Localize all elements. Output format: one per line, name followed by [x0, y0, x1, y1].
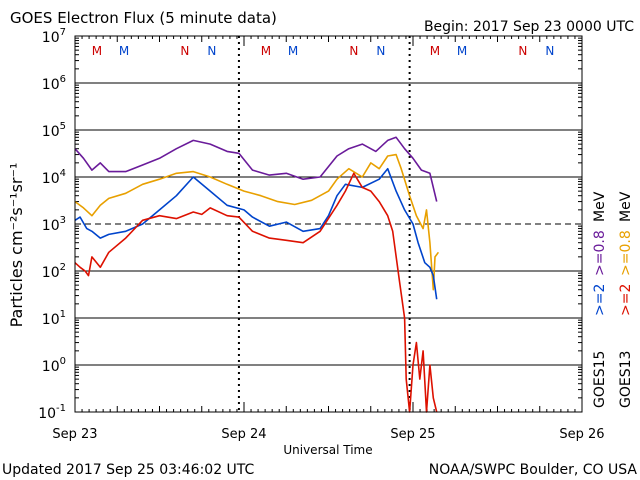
legend-goes15: GOES15 >=2 >=0.8 MeV [592, 191, 608, 408]
plot-frame [74, 35, 583, 413]
y-tick-base: 10 [38, 406, 56, 422]
y-tick-label: 101 [42, 309, 66, 328]
y-tick-label: 100 [42, 356, 66, 375]
begin-time-label: Begin: 2017 Sep 23 0000 UTC [424, 19, 634, 35]
y-tick-label: 106 [42, 74, 66, 93]
y-tick-exponent: -1 [56, 403, 66, 414]
orbit-marker: N [545, 44, 554, 58]
x-tick-labels: Sep 23 Sep 24 Sep 25 Sep 26 [52, 427, 604, 442]
y-tick-label: 10-1 [38, 403, 66, 422]
y-tick-base: 10 [42, 77, 60, 93]
x-tick-label: Sep 25 [390, 427, 435, 442]
series-layer [74, 136, 440, 413]
y-tick-exponent: 1 [60, 309, 66, 320]
legend-goes13-2mev: >=2 [618, 284, 634, 316]
y-tick-exponent: 7 [60, 27, 66, 38]
x-tick-label: Sep 26 [559, 427, 604, 442]
y-tick-exponent: 5 [60, 121, 66, 132]
orbit-marker: M [261, 44, 271, 58]
marker-layer [237, 36, 411, 412]
y-tick-base: 10 [42, 124, 60, 140]
y-tick-base: 10 [42, 30, 60, 46]
x-tick-label: Sep 24 [221, 427, 266, 442]
y-tick-label: 102 [42, 262, 66, 281]
series-line [74, 153, 440, 291]
legend-goes13-08mev: >=0.8 [618, 230, 634, 276]
x-axis-label: Universal Time [283, 443, 372, 457]
y-tick-base: 10 [42, 265, 60, 281]
orbit-marker: N [180, 44, 189, 58]
orbit-marker: M [457, 44, 467, 58]
y-tick-label: 104 [42, 168, 66, 187]
legend-goes15-label: GOES15 [592, 351, 608, 408]
y-tick-base: 10 [42, 312, 60, 328]
y-tick-base: 10 [42, 171, 60, 187]
orbit-marker: M [430, 44, 440, 58]
y-tick-label: 103 [42, 215, 66, 234]
legend-goes15-2mev: >=2 [592, 284, 608, 316]
updated-timestamp: Updated 2017 Sep 25 03:46:02 UTC [2, 462, 255, 478]
series-line [74, 167, 438, 300]
credit-label: NOAA/SWPC Boulder, CO USA [429, 462, 638, 478]
legend-goes15-unit: MeV [592, 191, 608, 222]
series-line [74, 136, 438, 202]
orbit-marker: N [207, 44, 216, 58]
orbit-marker: M [288, 44, 298, 58]
legend-goes13: GOES13 >=2 >=0.8 MeV [618, 191, 634, 408]
y-tick-base: 10 [42, 218, 60, 234]
orbit-marker: M [92, 44, 102, 58]
orbit-marker: N [376, 44, 385, 58]
y-tick-label: 105 [42, 121, 66, 140]
x-tick-label: Sep 23 [52, 427, 97, 442]
legend-goes13-unit: MeV [618, 191, 634, 222]
legend-goes15-08mev: >=0.8 [592, 230, 608, 276]
orbit-marker: N [518, 44, 527, 58]
chart-title: GOES Electron Flux (5 minute data) [10, 9, 277, 27]
orbit-marker: N [349, 44, 358, 58]
y-tick-exponent: 0 [60, 356, 66, 367]
orbit-marker: M [119, 44, 129, 58]
y-axis-label: Particles cm⁻²s⁻¹sr⁻¹ [7, 163, 26, 328]
legend-goes13-label: GOES13 [618, 351, 634, 408]
y-tick-base: 10 [42, 359, 60, 375]
y-tick-exponent: 6 [60, 74, 66, 85]
y-tick-label: 107 [42, 27, 66, 46]
y-tick-exponent: 3 [60, 215, 66, 226]
y-tick-exponent: 4 [60, 168, 66, 179]
series-line [74, 172, 438, 413]
y-tick-exponent: 2 [60, 262, 66, 273]
